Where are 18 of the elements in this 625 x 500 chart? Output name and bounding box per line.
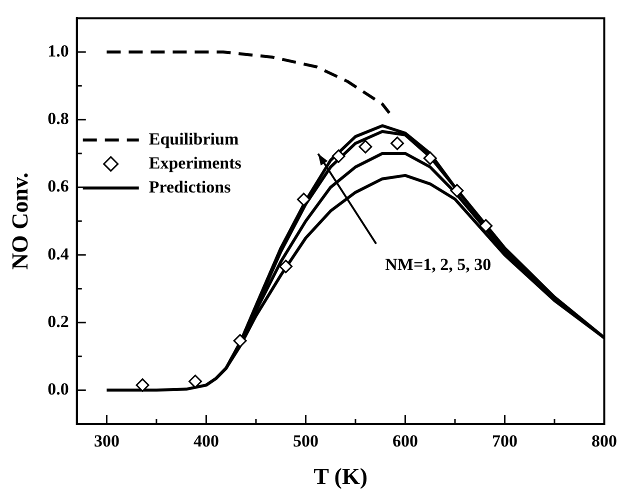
x-tick-label: 500: [292, 432, 318, 451]
y-tick-label: 0.0: [48, 380, 69, 399]
y-tick-label: 1.0: [48, 41, 69, 60]
x-tick-label: 600: [392, 432, 418, 451]
legend-label: Experiments: [148, 153, 242, 172]
legend-label: Equilibrium: [148, 129, 239, 148]
x-tick-label: 700: [492, 432, 518, 451]
y-tick-label: 0.2: [48, 312, 69, 331]
x-tick-label: 400: [193, 432, 219, 451]
x-tick-label: 300: [94, 432, 120, 451]
y-tick-label: 0.8: [48, 109, 69, 128]
legend-label: Predictions: [148, 177, 232, 196]
x-tick-label: 800: [592, 432, 617, 451]
x-axis-title: T (K): [314, 464, 368, 490]
y-tick-label: 0.4: [48, 244, 70, 264]
annotation: NM=1, 2, 5, 30: [385, 255, 492, 274]
y-tick-label: 0.6: [48, 176, 69, 196]
y-axis-title: NO Conv.: [8, 172, 33, 270]
